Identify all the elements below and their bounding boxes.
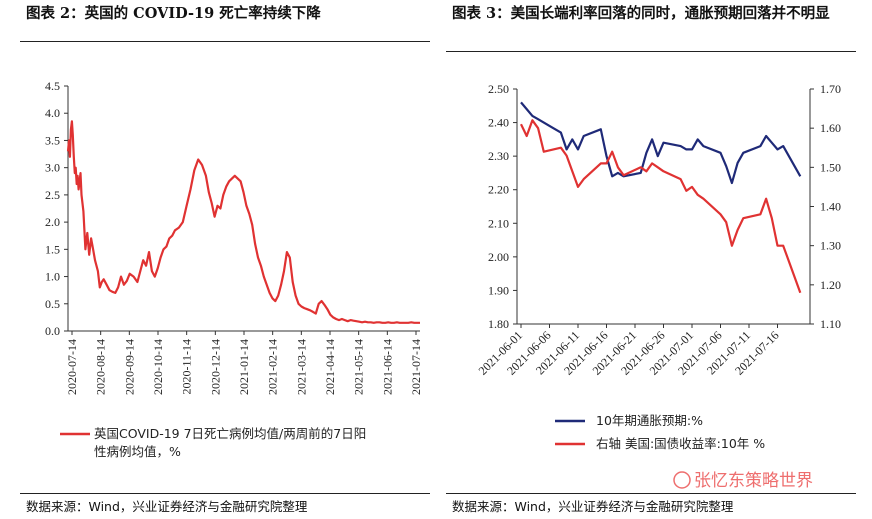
right-source-note: 数据来源：Wind，兴业证券经济与金融研究院整理: [452, 499, 734, 514]
left-bottom-rule: [20, 493, 430, 494]
left-x-tick-label: 2021-06-14: [380, 339, 394, 395]
left-legend-label-line1: 英国COVID-19 7日死亡病例均值/两周前的7日阳: [94, 426, 366, 441]
left-y-tick-label: 2.5: [45, 188, 60, 202]
right-left-y-tick-label: 1.90: [488, 283, 509, 297]
left-y-tick-label: 3.5: [45, 133, 60, 147]
right-right-y-tick-label: 1.60: [820, 121, 841, 135]
left-y-tick-label: 3.0: [45, 161, 60, 175]
left-y-tick-label: 4.0: [45, 106, 60, 120]
left-x-tick-label: 2020-12-14: [208, 339, 222, 395]
left-x-tick-label: 2021-07-14: [409, 339, 423, 395]
right-left-y-tick-label: 2.50: [488, 82, 509, 96]
right-left-y-tick-label: 2.30: [488, 149, 509, 163]
chart-right-title: 图表 3：美国长端利率回落的同时，通胀预期回落并不明显: [452, 5, 830, 22]
left-y-tick-label: 4.5: [45, 79, 60, 93]
right-legend-label-inflation: 10年期通胀预期:%: [596, 413, 703, 428]
right-left-y-tick-label: 2.00: [488, 250, 509, 264]
left-x-tick-label: 2020-07-14: [65, 339, 79, 395]
right-right-y-tick-label: 1.40: [820, 200, 841, 214]
watermark-text: 张忆东策略世界: [694, 471, 813, 491]
left-y-tick-label: 0.0: [45, 324, 60, 338]
chart-left-title: 图表 2：英国的 COVID-19 死亡率持续下降: [26, 5, 321, 22]
right-left-y-tick-label: 2.20: [488, 183, 509, 197]
watermark-logo-icon: [673, 471, 691, 489]
left-chart: 0.0 0.5 1.0 1.5 2.0 2.5 3.0 3.5 4.0 4.5 2020-07-14…: [45, 79, 423, 395]
watermark: 张忆东策略世界: [673, 471, 813, 491]
left-series-line-0: [66, 120, 420, 324]
left-x-tick-label: 2021-03-14: [294, 339, 308, 395]
left-x-tick-label: 2021-05-14: [352, 339, 366, 395]
right-bottom-rule: [446, 493, 856, 494]
left-x-tick-label: 2020-11-14: [180, 339, 194, 395]
left-y-tick-label: 0.5: [45, 297, 60, 311]
right-right-y-tick-label: 1.10: [820, 317, 841, 331]
left-y-tick-label: 2.0: [45, 215, 60, 229]
left-x-tick-label: 2021-04-14: [323, 339, 337, 395]
left-x-tick-label: 2020-09-14: [122, 339, 136, 395]
left-y-tick-label: 1.0: [45, 270, 60, 284]
right-series-line-1: [520, 119, 802, 294]
left-x-tick-label: 2021-01-14: [237, 339, 251, 395]
left-legend-label-line2: 性病例均值，%: [94, 444, 181, 459]
left-y-tick-label: 1.5: [45, 242, 60, 256]
left-x-tick-label: 2020-10-14: [151, 339, 165, 395]
right-right-y-tick-label: 1.70: [820, 82, 841, 96]
left-x-tick-label: 2020-08-14: [94, 339, 108, 395]
right-chart: 1.80 1.90 2.00 2.10 2.20 2.30 2.40 2.50 1.10 1.20…: [476, 82, 841, 378]
right-left-y-tick-label: 1.80: [488, 317, 509, 331]
right-legend-label-yield: 右轴 美国:国债收益率:10年 %: [596, 436, 765, 451]
right-top-rule: [446, 51, 856, 52]
right-left-y-tick-label: 2.40: [488, 116, 509, 130]
left-source-note: 数据来源：Wind，兴业证券经济与金融研究院整理: [26, 499, 308, 514]
right-right-y-tick-label: 1.50: [820, 160, 841, 174]
left-top-rule: [20, 41, 430, 42]
right-right-y-tick-label: 1.30: [820, 239, 841, 253]
right-left-y-tick-label: 2.10: [488, 216, 509, 230]
right-series-line-0: [520, 101, 802, 185]
left-x-tick-label: 2021-02-14: [266, 339, 280, 395]
right-right-y-tick-label: 1.20: [820, 278, 841, 292]
